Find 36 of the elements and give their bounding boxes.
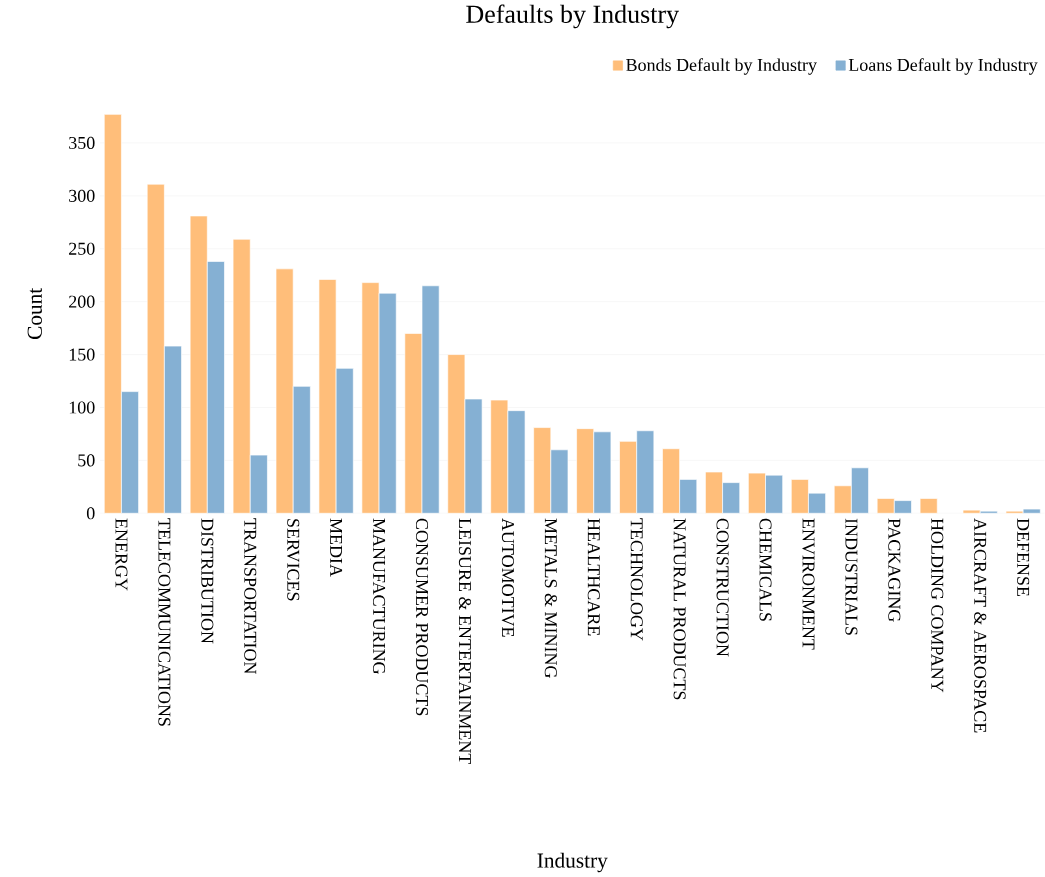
bar [919,498,938,514]
x-tick-label: CHEMICALS [759,518,772,621]
x-tick-label: ENERGY [115,518,128,591]
x-tick-label: SERVICES [287,519,300,601]
x-tick-label: TELECOMMUNICATIONS [158,518,171,726]
y-tick-label: 350 [69,136,95,149]
y-axis-title: Count [27,287,42,339]
legend-label: Bonds Default by Industry [626,58,817,75]
x-tick-label: HEALTHCARE [587,518,600,636]
x-tick-label: LEISURE & ENTERTAINMENT [458,518,472,764]
chart-title: Defaults by Industry [466,4,679,29]
y-tick-label: 150 [69,348,95,361]
x-tick-label: CONSTRUCTION [716,518,729,657]
x-tick-label: PACKAGING [888,518,901,622]
legend-label: Loans Default by Industry [848,58,1038,75]
x-tick-label: AIRCRAFT & AEROSPACE [974,518,987,733]
x-tick-label: DEFENSE [1017,518,1030,596]
x-tick-label: ENVIRONMENT [802,518,815,650]
x-tick-label: AUTOMOTIVE [501,518,514,637]
x-tick-label: METALS & MINING [544,518,557,678]
y-tick-label: 50 [78,454,95,467]
y-tick-label: 200 [69,295,95,308]
y-tick-label: 0 [86,507,95,520]
y-tick-label: 250 [69,242,95,255]
x-tick-label: INDUSTRIALS [845,518,858,635]
x-tick-label: MEDIA [330,518,343,577]
x-tick-label: TRANSPORTATION [244,518,257,674]
y-tick-label: 300 [69,189,95,202]
x-tick-label: HOLDING COMPANY [931,518,944,693]
x-tick-label: NATURAL PRODUCTS [673,518,686,700]
x-tick-label: DISTRIBUTION [201,518,214,644]
x-tick-label: CONSUMER PRODUCTS [415,518,429,716]
x-tick-label: TECHNOLOGY [630,518,643,641]
x-axis-title: Industry [537,852,608,873]
x-tick-label: MANUFACTURING [373,518,386,674]
y-tick-label: 100 [69,401,95,414]
